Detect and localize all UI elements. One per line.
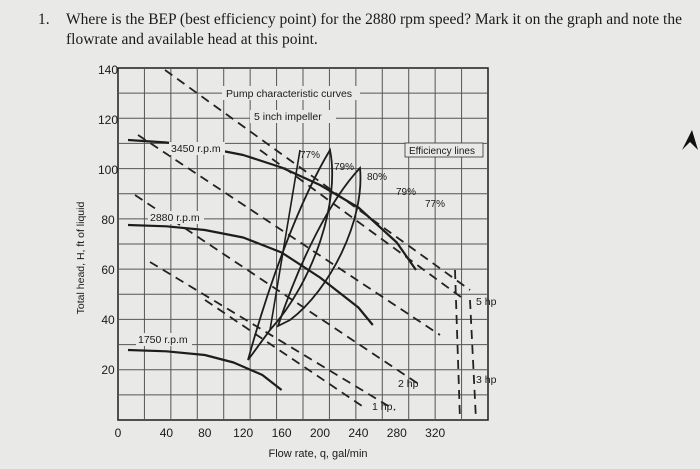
power-line	[149, 261, 396, 411]
efficiency-and-power-lines	[134, 69, 477, 421]
power-line	[259, 149, 466, 301]
efficiency-legend-box	[404, 142, 484, 158]
power-label: 2 hp	[398, 378, 419, 390]
x-tick-label: 320	[425, 426, 445, 440]
x-axis-label: Flow rate, q, gal/min	[268, 448, 367, 460]
power-line	[454, 269, 461, 421]
series-label-bg	[136, 333, 192, 346]
x-tick-label: 120	[233, 426, 253, 440]
y-tick-label: 80	[101, 213, 115, 227]
y-tick-label: 100	[98, 163, 118, 177]
power-line	[134, 194, 421, 386]
title-bg	[222, 86, 360, 100]
cursor-icon	[682, 130, 698, 150]
series-label-bg	[148, 211, 204, 224]
speed-curve	[127, 348, 283, 391]
x-tick-label: 200	[310, 426, 330, 440]
series-label: 1750 r.p.m	[138, 334, 188, 346]
x-tick-label: 80	[198, 426, 212, 440]
series-label-bg	[169, 142, 225, 155]
efficiency-label: 79%	[396, 187, 416, 198]
question-number: 1.	[38, 11, 50, 28]
power-line	[164, 69, 471, 291]
efficiency-label: 80%	[367, 172, 387, 183]
series-label: 3450 r.p.m	[171, 143, 221, 155]
chart-title: Pump characteristic curves	[226, 88, 352, 100]
efficiency-legend: Efficiency lines	[409, 146, 475, 157]
efficiency-label: 79%	[334, 162, 354, 173]
x-tick-label: 240	[348, 426, 368, 440]
efficiency-label: 77%	[300, 150, 320, 161]
chart-subtitle: 5 inch impeller	[254, 111, 322, 123]
y-tick-label: 20	[101, 363, 115, 377]
x-tick-label: 160	[272, 426, 292, 440]
labels: 20 40 60 80 100 120 140 0 40 80 120 160 200 240 280 320…	[75, 63, 497, 460]
y-tick-label: 40	[101, 313, 115, 327]
speed-curve	[127, 223, 374, 326]
efficiency-curve	[247, 147, 334, 361]
question-text: Where is the BEP (best efficiency point)…	[66, 11, 682, 48]
power-label: 3 hp	[476, 374, 497, 386]
power-label: 5 hp	[476, 296, 497, 308]
power-line	[204, 299, 366, 409]
power-label: 1 hp	[372, 401, 393, 413]
y-tick-label: 60	[101, 263, 115, 277]
y-tick-label: 140	[98, 63, 118, 77]
x-tick-label: 40	[160, 426, 174, 440]
series-label: 2880 r.p.m	[150, 212, 200, 224]
efficiency-curve	[276, 165, 362, 328]
y-tick-label: 120	[98, 113, 118, 127]
x-tick-label: 0	[115, 426, 122, 440]
efficiency-curve	[269, 149, 301, 331]
power-line	[469, 299, 477, 421]
x-tick-label: 280	[387, 426, 407, 440]
subtitle-bg	[250, 110, 336, 123]
y-axis-label: Total head, H, ft of liquid	[75, 202, 87, 315]
efficiency-label: 77%	[425, 199, 445, 210]
